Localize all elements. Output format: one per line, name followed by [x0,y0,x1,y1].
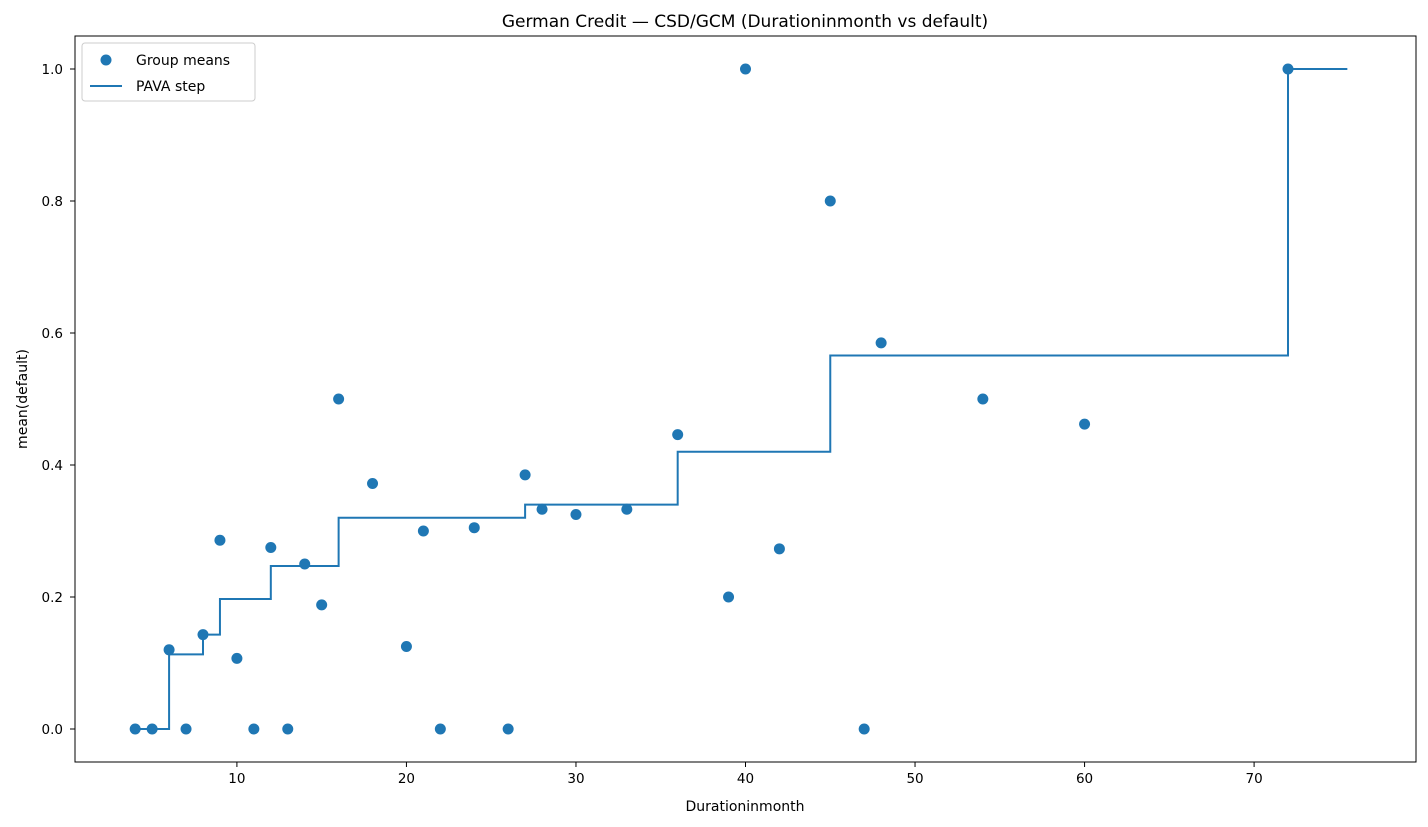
x-tick-label: 10 [228,771,245,787]
group-mean-point [282,723,294,735]
legend-box [81,42,256,102]
group-mean-point [214,534,226,546]
x-axis: 10 20 30 40 50 60 70 [228,762,1263,787]
group-mean-point [367,477,379,489]
group-mean-point [163,644,175,656]
group-mean-point [417,525,429,537]
group-mean-point [333,393,345,405]
group-mean-point [400,641,412,652]
group-mean-point [316,599,328,611]
group-mean-point [1282,63,1294,75]
y-axis-label: mean(default) [15,349,31,449]
group-mean-point [977,393,989,405]
plot-frame [74,35,1417,763]
x-tick-label: 60 [1076,771,1093,787]
legend-marker-group-means [100,54,112,66]
group-mean-point [773,543,785,555]
pava-step-line [135,68,1348,730]
x-tick-label: 70 [1246,771,1263,787]
chart-title: German Credit — CSD/GCM (Durationinmonth… [502,12,988,32]
group-mean-point [265,542,277,553]
y-axis: 0.0 0.2 0.4 0.6 0.8 1.0 [42,62,75,738]
x-tick-label: 20 [398,771,415,787]
x-tick-label: 30 [567,771,584,787]
group-mean-point [740,63,751,75]
group-mean-point [502,723,514,735]
group-mean-point [180,723,192,735]
group-mean-point [299,558,311,570]
group-mean-point [536,503,548,515]
group-mean-point [858,723,870,735]
y-tick-label: 0.2 [42,590,63,606]
group-mean-point [723,591,735,603]
group-mean-point [875,337,887,349]
legend-label-group-means: Group means [136,53,230,69]
y-tick-label: 0.4 [42,458,63,474]
group-mean-point [519,469,531,481]
group-mean-point [1079,418,1091,430]
y-tick-label: 0.6 [42,326,63,342]
group-mean-point [231,652,243,664]
group-mean-point [434,723,446,735]
x-tick-label: 40 [737,771,754,787]
group-mean-point [197,629,209,641]
y-tick-label: 0.8 [42,194,63,210]
group-mean-point [570,509,582,520]
x-axis-label: Durationinmonth [685,799,804,815]
plot-area [129,63,1348,735]
y-tick-label: 1.0 [42,62,63,78]
group-mean-point [248,723,260,735]
group-mean-point [468,522,480,534]
group-mean-point [146,723,158,735]
legend: Group means PAVA step [81,42,256,102]
legend-label-pava-step: PAVA step [136,79,205,95]
group-mean-point [129,723,141,735]
x-tick-label: 50 [906,771,923,787]
group-mean-point [824,195,836,207]
group-mean-point [672,429,684,441]
group-mean-point [621,503,633,515]
y-tick-label: 0.0 [42,722,63,738]
